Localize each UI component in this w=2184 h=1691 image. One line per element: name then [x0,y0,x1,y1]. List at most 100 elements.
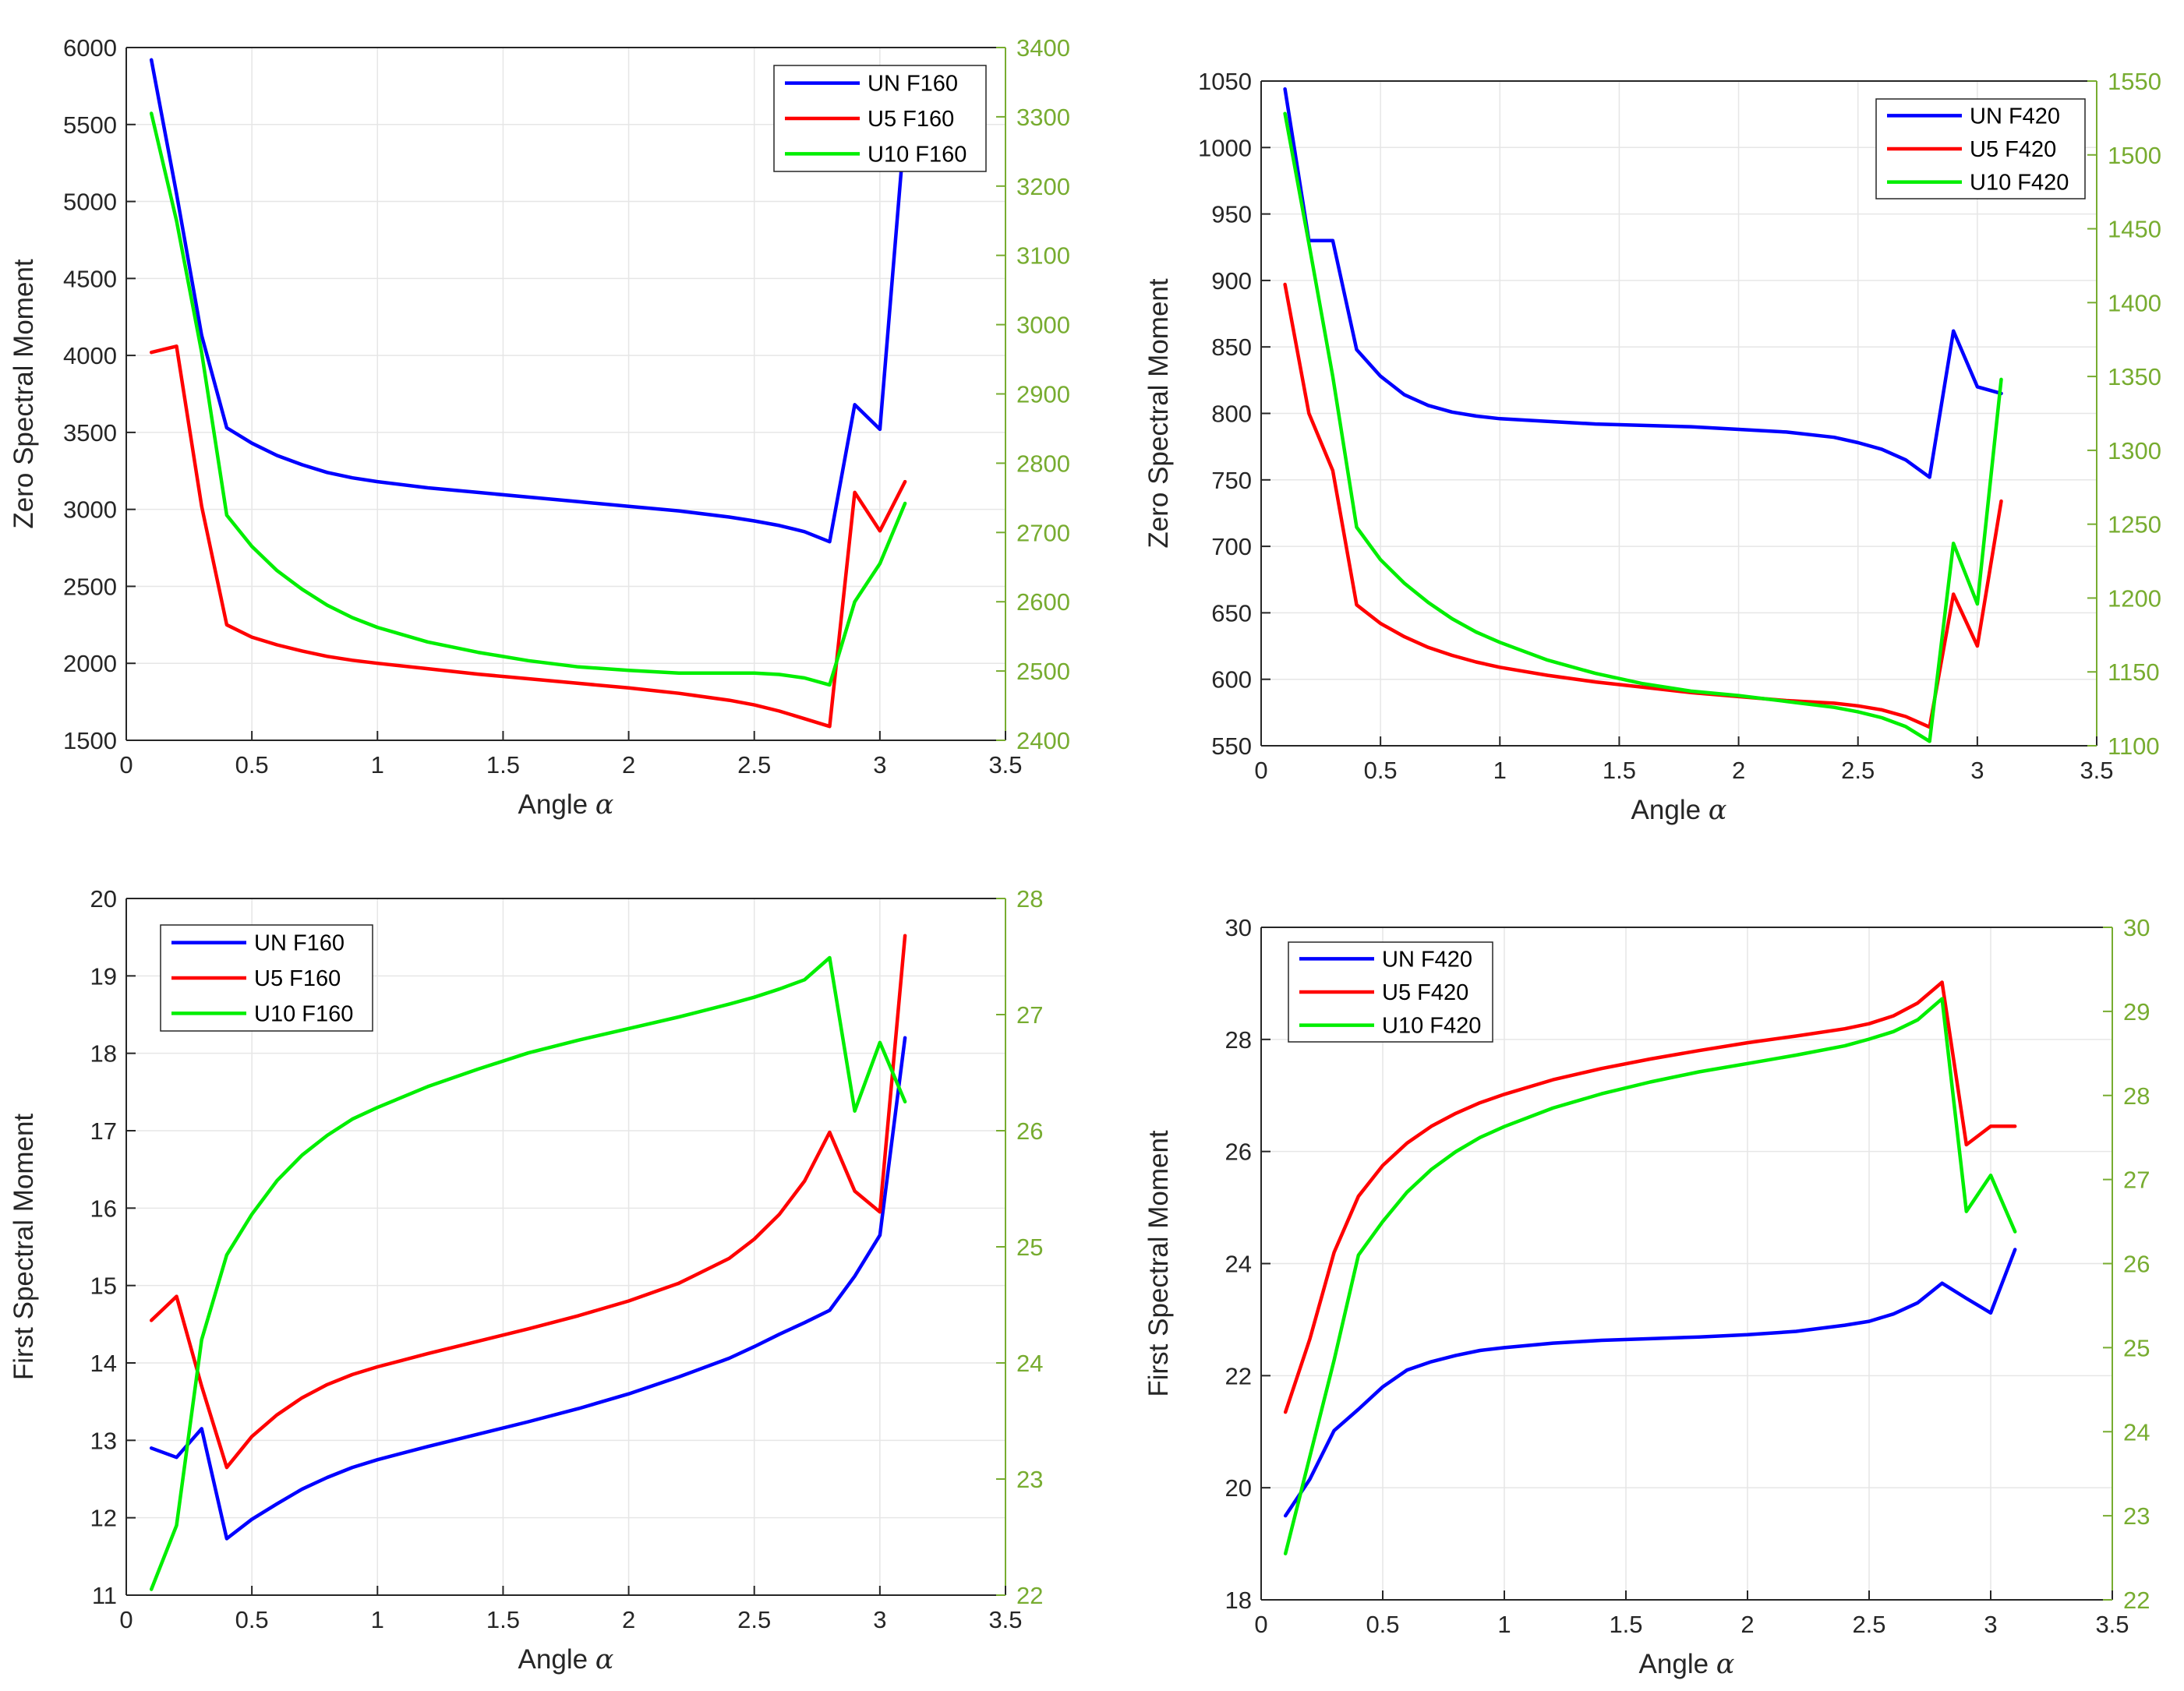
y-right-tick-label: 1150 [2108,658,2160,686]
y-left-tick-label: 700 [1211,533,1252,560]
y-right-tick-label: 29 [2123,998,2150,1026]
y-axis-label: Zero Spectral Moment [1143,278,1174,549]
x-tick-label: 1.5 [1603,757,1636,784]
y-left-tick-label: 650 [1211,599,1252,627]
legend-label-u10-f420: U10 F420 [1382,1014,1481,1039]
y-right-tick-label: 28 [2123,1082,2150,1110]
y-right-tick-label: 3400 [1016,34,1070,62]
y-left-tick-label: 1000 [1198,134,1252,161]
series-line-u10-f420 [1283,997,2017,1555]
x-tick-label: 0.5 [235,751,269,778]
x-tick-label: 2.5 [1852,1611,1885,1638]
y-left-tick-label: 5000 [63,189,117,216]
y-right-tick-label: 3100 [1016,242,1070,270]
x-tick-label: 2.5 [1841,757,1875,784]
y-right-tick-label: 1350 [2108,363,2161,390]
x-axis-label-text: Angle [1631,795,1709,825]
y-left-tick-label: 1050 [1198,68,1252,95]
x-tick-label: 2 [1732,757,1745,784]
y-left-tick-label: 2000 [63,650,117,677]
chart-top-left: 0 0.5 1 1.5 2 2.5 3 3.5 1500 2000 2500 3000 3500 4000… [9,34,1070,821]
y-right-tick-label: 1500 [2108,142,2161,169]
y-right-tick-label: 2900 [1016,381,1070,408]
y-right-tick-label: 2700 [1016,519,1070,546]
y-left-tick-label: 3500 [63,419,117,447]
y-left-tick-label: 30 [1225,914,1252,941]
y-left-tick-label: 1500 [63,727,117,754]
y-left-tick-label: 11 [92,1582,117,1609]
y-right-tick-label: 23 [2123,1502,2150,1530]
x-tick-label: 1.5 [486,751,520,778]
legend: UN F420 U5 F420 U10 F420 [1875,98,2086,199]
y-left-tick-label: 26 [1225,1139,1252,1166]
y-left-tick-label: 20 [90,885,117,913]
legend-label-u5-f160: U5 F160 [868,107,954,132]
y-right-tick-label: 1400 [2108,289,2161,316]
y-right-tick-label: 2800 [1016,450,1070,477]
y-left-tick-label: 750 [1211,467,1252,494]
x-axis-label-text: Angle [1639,1649,1716,1679]
y-left-tick-label: 5500 [63,111,117,139]
x-tick-label: 3 [1970,757,1984,784]
legend-label-u10-f160: U10 F160 [868,142,967,167]
y-left-tick-label: 15 [90,1273,117,1300]
x-tick-label: 1 [371,1606,384,1633]
x-tick-label: 0 [1254,1611,1267,1638]
y-right-tick-label: 28 [1016,885,1043,913]
y-axis-label: Zero Spectral Moment [9,259,39,529]
y-right-tick-label: 3200 [1016,173,1070,200]
y-right-tick-label: 25 [2123,1334,2150,1361]
legend-label-un-f420: UN F420 [1970,104,2060,129]
x-tick-label: 3.5 [988,1606,1022,1633]
y-right-tick-label: 25 [1016,1234,1043,1261]
y-right-tick-label: 1550 [2108,68,2161,95]
x-tick-label: 3 [1984,1611,1997,1638]
series-line-un-f160 [149,1036,907,1541]
y-left-tick-label: 22 [1225,1362,1252,1389]
y-left-tick-label: 18 [90,1040,117,1068]
legend-label-un-f420: UN F420 [1382,947,1472,972]
x-tick-label: 1 [1497,1611,1511,1638]
series-line-un-f420 [1283,86,2003,479]
x-tick-label: 2 [1740,1611,1754,1638]
x-axis-label: Angle α [1639,1649,1735,1680]
x-tick-label: 2 [622,751,635,778]
x-axis-label: Angle α [518,789,614,821]
legend-label-un-f160: UN F160 [254,931,345,956]
y-right-tick-label: 27 [2123,1167,2150,1194]
y-axis-label: First Spectral Moment [1143,1130,1174,1397]
y-left-tick-label: 19 [90,962,117,990]
x-tick-label: 2 [622,1606,635,1633]
x-tick-label: 0.5 [1364,757,1398,784]
legend-label-u10-f160: U10 F160 [254,1001,353,1026]
x-axis-label: Angle α [1631,795,1727,826]
y-axis-label: First Spectral Moment [9,1114,39,1381]
chart-bottom-left: 0 0.5 1 1.5 2 2.5 3 3.5 11 12 13 14 15 16 17 18 19 20 22 23… [9,885,1043,1675]
y-left-tick-label: 900 [1211,267,1252,295]
y-right-tick-label: 2400 [1016,727,1070,754]
chart-bottom-right: 0 0.5 1 1.5 2 2.5 3 3.5 18 20 22 24 26 28 30 22 23 24 25 26… [1143,914,2150,1680]
y-right-tick-label: 2500 [1016,658,1070,685]
y-right-tick-label: 30 [2123,914,2150,941]
legend-label-u10-f420: U10 F420 [1970,171,2069,196]
y-right-tick-label: 3000 [1016,312,1070,339]
y-left-tick-label: 800 [1211,401,1252,428]
y-left-tick-label: 6000 [63,34,117,62]
y-right-tick-label: 22 [1016,1582,1043,1609]
y-right-tick-label: 26 [2123,1251,2150,1278]
y-right-tick-label: 27 [1016,1001,1043,1029]
y-left-tick-label: 4000 [63,342,117,369]
x-tick-label: 3.5 [2095,1611,2129,1638]
y-right-tick-label: 23 [1016,1466,1043,1493]
x-axis-symbol: α [595,789,614,821]
x-tick-label: 3 [873,1606,886,1633]
legend: UN F420 U5 F420 U10 F420 [1288,941,1493,1043]
x-tick-label: 1.5 [486,1606,520,1633]
y-right-tick-label: 3300 [1016,104,1070,131]
x-tick-label: 1.5 [1609,1611,1642,1638]
x-axis-symbol: α [1716,1649,1735,1680]
series-line-u5-f420 [1283,282,2003,729]
x-tick-label: 0 [119,1606,133,1633]
y-right-tick-label: 2600 [1016,588,1070,616]
series-line-un-f420 [1283,1248,2017,1518]
